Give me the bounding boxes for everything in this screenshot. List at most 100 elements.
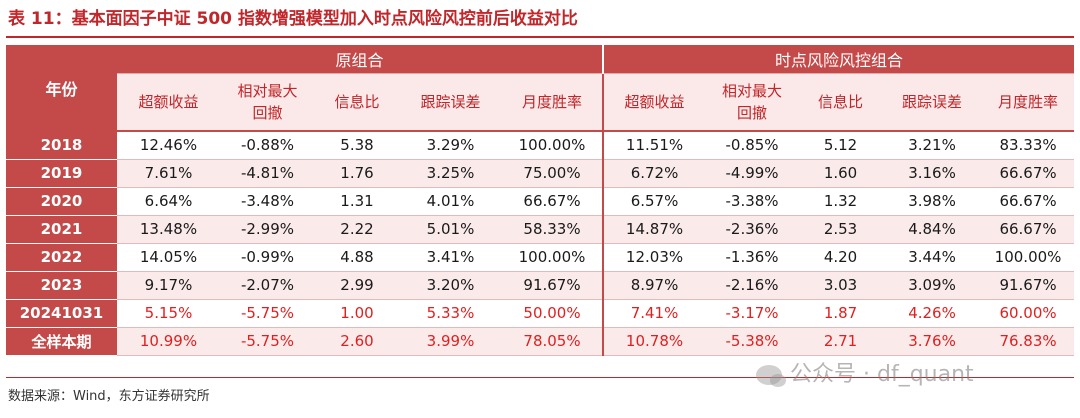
orig-info-ratio-cell: 1.76 <box>315 159 399 188</box>
risk-tracking-error-cell: 3.98% <box>882 187 983 216</box>
risk-max-drawdown-header: 相对最大 回撤 <box>705 73 800 132</box>
wechat-icon <box>756 365 786 387</box>
orig-max-drawdown-cell: -5.75% <box>220 299 315 328</box>
risk-monthly-win-rate-header: 月度胜率 <box>982 73 1075 132</box>
risk-monthly-win-rate-cell: 66.67% <box>982 187 1075 216</box>
orig-tracking-error-cell: 5.33% <box>399 299 502 328</box>
orig-monthly-win-rate-cell: 75.00% <box>502 159 604 188</box>
year-cell: 2023 <box>6 271 117 300</box>
watermark: 公众号 · df_quant <box>756 360 974 390</box>
risk-max-drawdown-cell: -0.85% <box>705 131 800 160</box>
orig-monthly-win-rate-cell: 66.67% <box>502 187 604 216</box>
risk-max-drawdown-cell: -2.16% <box>705 271 800 300</box>
orig-max-drawdown-cell: -2.99% <box>220 215 315 244</box>
table-row: 2020 6.64% -3.48% 1.31 4.01% 66.67% 6.57… <box>6 187 1075 216</box>
orig-info-ratio-cell: 1.00 <box>315 299 399 328</box>
risk-info-ratio-cell: 2.53 <box>799 215 883 244</box>
risk-control-group-header: 时点风险风控组合 <box>602 45 1075 74</box>
year-cell: 2020 <box>6 187 117 216</box>
original-group-header: 原组合 <box>117 45 604 74</box>
footer-divider <box>6 377 1074 378</box>
risk-monthly-win-rate-cell: 76.83% <box>982 327 1075 356</box>
orig-tracking-error-cell: 5.01% <box>399 215 502 244</box>
orig-excess-return-cell: 10.99% <box>117 327 220 356</box>
risk-excess-return-cell: 6.72% <box>602 159 706 188</box>
risk-info-ratio-cell: 3.03 <box>799 271 883 300</box>
risk-tracking-error-cell: 3.21% <box>882 131 983 160</box>
year-column-header: 年份 <box>6 45 117 131</box>
risk-excess-return-cell: 10.78% <box>602 327 706 356</box>
orig-monthly-win-rate-cell: 91.67% <box>502 271 604 300</box>
orig-monthly-win-rate-header: 月度胜率 <box>502 73 604 132</box>
orig-max-drawdown-cell: -3.48% <box>220 187 315 216</box>
year-cell: 2021 <box>6 215 117 244</box>
year-cell: 全样本期 <box>6 327 117 356</box>
risk-info-ratio-cell: 1.60 <box>799 159 883 188</box>
risk-max-drawdown-cell: -5.38% <box>705 327 800 356</box>
risk-info-ratio-header: 信息比 <box>799 73 883 132</box>
risk-tracking-error-cell: 3.76% <box>882 327 983 356</box>
risk-excess-return-cell: 12.03% <box>602 243 706 272</box>
risk-excess-return-header: 超额收益 <box>602 73 706 132</box>
orig-info-ratio-header: 信息比 <box>315 73 399 132</box>
orig-excess-return-cell: 13.48% <box>117 215 220 244</box>
risk-max-drawdown-cell: -3.38% <box>705 187 800 216</box>
orig-max-drawdown-cell: -0.99% <box>220 243 315 272</box>
column-header-row: 超额收益 相对最大 回撤 信息比 跟踪误差 月度胜率 超额收益 相对最大 回撤 信息… <box>6 73 1075 132</box>
orig-tracking-error-cell: 3.41% <box>399 243 502 272</box>
orig-max-drawdown-cell: -0.88% <box>220 131 315 160</box>
table-row: 20241031 5.15% -5.75% 1.00 5.33% 50.00% … <box>6 299 1075 328</box>
orig-tracking-error-cell: 3.25% <box>399 159 502 188</box>
table-row: 2021 13.48% -2.99% 2.22 5.01% 58.33% 14.… <box>6 215 1075 244</box>
group-header-row: 年份 原组合 时点风险风控组合 <box>6 45 1075 131</box>
risk-tracking-error-cell: 4.26% <box>882 299 983 328</box>
orig-monthly-win-rate-cell: 100.00% <box>502 131 604 160</box>
risk-excess-return-cell: 11.51% <box>602 131 706 160</box>
orig-info-ratio-cell: 5.38 <box>315 131 399 160</box>
risk-tracking-error-cell: 4.84% <box>882 215 983 244</box>
orig-info-ratio-cell: 2.22 <box>315 215 399 244</box>
orig-monthly-win-rate-cell: 78.05% <box>502 327 604 356</box>
orig-max-drawdown-header: 相对最大 回撤 <box>220 73 315 132</box>
watermark-text: 公众号 · df_quant <box>790 362 974 387</box>
orig-max-drawdown-cell: -4.81% <box>220 159 315 188</box>
table-row: 2022 14.05% -0.99% 4.88 3.41% 100.00% 12… <box>6 243 1075 272</box>
orig-excess-return-cell: 5.15% <box>117 299 220 328</box>
risk-tracking-error-cell: 3.16% <box>882 159 983 188</box>
orig-excess-return-cell: 12.46% <box>117 131 220 160</box>
risk-max-drawdown-cell: -3.17% <box>705 299 800 328</box>
orig-excess-return-cell: 6.64% <box>117 187 220 216</box>
data-source-note: 数据来源：Wind，东方证券研究所 <box>8 389 210 404</box>
comparison-table: 年份 原组合 时点风险风控组合 超额收益 相对最大 回撤 信息比 跟踪误差 月度胜… <box>6 45 1075 356</box>
table-row: 2023 9.17% -2.07% 2.99 3.20% 91.67% 8.97… <box>6 271 1075 300</box>
risk-monthly-win-rate-cell: 66.67% <box>982 159 1075 188</box>
risk-monthly-win-rate-cell: 100.00% <box>982 243 1075 272</box>
risk-max-drawdown-cell: -1.36% <box>705 243 800 272</box>
orig-max-drawdown-cell: -2.07% <box>220 271 315 300</box>
risk-monthly-win-rate-cell: 91.67% <box>982 271 1075 300</box>
orig-monthly-win-rate-cell: 58.33% <box>502 215 604 244</box>
year-cell: 2022 <box>6 243 117 272</box>
orig-excess-return-cell: 14.05% <box>117 243 220 272</box>
year-cell: 20241031 <box>6 299 117 328</box>
risk-monthly-win-rate-cell: 66.67% <box>982 215 1075 244</box>
year-cell: 2019 <box>6 159 117 188</box>
orig-tracking-error-cell: 3.29% <box>399 131 502 160</box>
risk-excess-return-cell: 7.41% <box>602 299 706 328</box>
table-row: 2019 7.61% -4.81% 1.76 3.25% 75.00% 6.72… <box>6 159 1075 188</box>
risk-info-ratio-cell: 1.32 <box>799 187 883 216</box>
risk-monthly-win-rate-cell: 60.00% <box>982 299 1075 328</box>
title-divider <box>6 36 1074 38</box>
orig-info-ratio-cell: 2.60 <box>315 327 399 356</box>
risk-info-ratio-cell: 1.87 <box>799 299 883 328</box>
orig-tracking-error-cell: 4.01% <box>399 187 502 216</box>
orig-monthly-win-rate-cell: 100.00% <box>502 243 604 272</box>
risk-max-drawdown-cell: -2.36% <box>705 215 800 244</box>
risk-excess-return-cell: 6.57% <box>602 187 706 216</box>
risk-max-drawdown-cell: -4.99% <box>705 159 800 188</box>
risk-tracking-error-cell: 3.44% <box>882 243 983 272</box>
year-cell: 2018 <box>6 131 117 160</box>
orig-tracking-error-header: 跟踪误差 <box>399 73 502 132</box>
risk-excess-return-cell: 8.97% <box>602 271 706 300</box>
table-row: 全样本期 10.99% -5.75% 2.60 3.99% 78.05% 10.… <box>6 327 1075 356</box>
